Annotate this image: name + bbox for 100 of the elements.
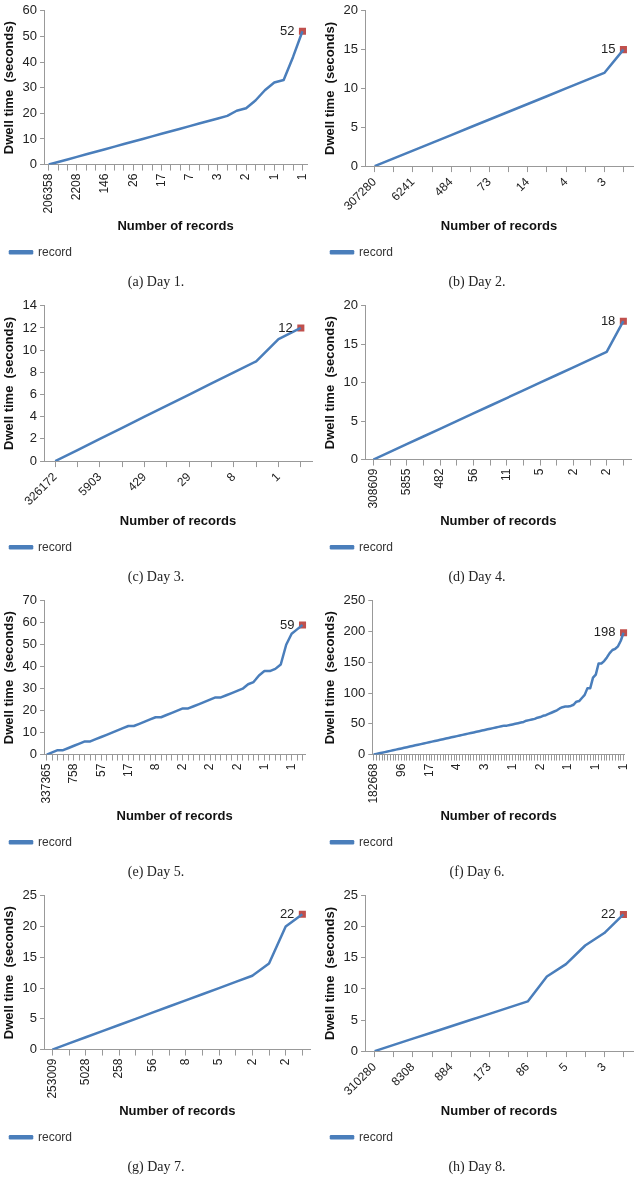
y-tick-label: 15 — [343, 41, 359, 57]
y-tick-label: 0 — [29, 452, 38, 468]
y-tick-label: 10 — [343, 80, 359, 96]
x-tick-label: 5028 — [78, 1058, 93, 1086]
y-tick-label: 10 — [22, 724, 38, 740]
legend-label: record — [359, 244, 394, 259]
x-tick-label: 258 — [111, 1058, 126, 1079]
text: (a) Day 1. — [127, 274, 185, 291]
data-label: 12 — [278, 319, 293, 335]
x-tick-label: 29 — [174, 469, 194, 490]
text: (h) Day 8. — [448, 1159, 506, 1176]
y-tick-label: 150 — [343, 653, 366, 669]
y-tick-label: 60 — [22, 2, 38, 18]
x-tick-label: 4 — [449, 763, 464, 771]
x-axis-title: Number of records — [117, 217, 234, 233]
y-tick-label: 15 — [343, 949, 359, 965]
y-tick-label: 10 — [22, 979, 38, 995]
y-axis-title: Dwell time (seconds) — [322, 21, 338, 155]
y-tick-label: 50 — [22, 636, 38, 652]
x-tick-label: 5 — [532, 468, 547, 476]
y-tick-label: 0 — [350, 1042, 359, 1058]
text: (e) Day 5. — [127, 864, 185, 881]
data-label: 22 — [279, 905, 295, 921]
x-tick-label: 2 — [565, 468, 580, 476]
x-tick-label: 484 — [431, 174, 456, 199]
y-tick-label: 50 — [22, 28, 38, 43]
legend-label: record — [38, 244, 73, 259]
data-label: 22 — [600, 906, 616, 922]
data-label: 18 — [600, 312, 616, 328]
y-tick-label: 0 — [350, 157, 359, 173]
y-tick-label: 20 — [343, 297, 359, 313]
x-tick-label: 2208 — [69, 173, 84, 201]
x-tick-label: 26 — [125, 173, 140, 187]
x-tick-label: 4 — [555, 174, 571, 190]
y-tick-label: 15 — [343, 335, 359, 351]
x-tick-label: 8 — [178, 1058, 193, 1066]
y-tick-label: 8 — [29, 363, 38, 379]
x-tick-label: 308609 — [365, 468, 380, 509]
x-tick-label: 3 — [594, 1059, 609, 1075]
legend-label: record — [38, 834, 73, 849]
legend-label: record — [359, 834, 394, 849]
text: (d) Day 4. — [448, 569, 506, 586]
x-axis-title: Number of records — [440, 1102, 558, 1118]
legend-label: record — [38, 1129, 73, 1144]
x-tick-label: 7 — [182, 173, 197, 181]
x-tick-label: 3 — [210, 173, 225, 181]
y-axis-title: Dwell time (seconds) — [1, 316, 17, 450]
y-tick-label: 200 — [343, 623, 366, 639]
y-tick-label: 4 — [29, 408, 38, 424]
x-axis-title: Number of records — [116, 807, 233, 823]
x-tick-label: 86 — [512, 1059, 533, 1080]
x-tick-label: 2 — [238, 173, 253, 181]
y-tick-label: 0 — [29, 156, 38, 172]
y-tick-label: 25 — [22, 887, 38, 903]
x-tick-label: 17 — [153, 173, 168, 187]
x-tick-label: 14 — [512, 174, 533, 195]
y-tick-label: 250 — [343, 592, 366, 608]
y-tick-label: 20 — [343, 2, 359, 18]
x-tick-label: 5855 — [399, 468, 414, 496]
x-tick-label: 1 — [256, 763, 271, 771]
x-tick-label: 182668 — [365, 763, 380, 804]
y-tick-label: 5 — [350, 1011, 359, 1027]
x-axis-title: Number of records — [440, 807, 557, 823]
y-tick-label: 5 — [29, 1010, 38, 1026]
y-tick-label: 40 — [22, 53, 38, 69]
x-tick-label: 11 — [499, 468, 514, 482]
x-tick-label: 1 — [615, 763, 630, 771]
x-tick-label: 57 — [93, 763, 108, 777]
x-tick-label: 56 — [144, 1058, 159, 1072]
y-tick-label: 10 — [22, 341, 38, 357]
legend-label: record — [359, 1129, 394, 1144]
y-axis-title: Dwell time (seconds) — [322, 316, 338, 450]
x-tick-label: 2 — [244, 1058, 259, 1066]
y-tick-label: 0 — [350, 451, 359, 467]
x-tick-label: 1 — [268, 469, 284, 485]
data-label: 198 — [593, 624, 616, 640]
y-tick-label: 5 — [350, 118, 359, 134]
x-tick-label: 482 — [432, 468, 447, 489]
y-tick-label: 30 — [22, 680, 38, 696]
x-tick-label: 1 — [283, 763, 298, 771]
x-tick-label: 73 — [474, 174, 495, 195]
y-tick-label: 0 — [29, 1041, 38, 1057]
x-axis-title: Number of records — [119, 1102, 236, 1118]
x-axis-title: Number of records — [440, 512, 557, 528]
x-axis-title: Number of records — [440, 217, 558, 233]
y-tick-label: 10 — [343, 374, 359, 390]
legend-label: record — [359, 539, 394, 554]
x-tick-label: 429 — [124, 469, 150, 494]
x-tick-label: 146 — [97, 173, 112, 194]
x-tick-label: 1 — [560, 763, 575, 771]
x-tick-label: 2 — [278, 1058, 292, 1066]
y-tick-label: 5 — [350, 412, 359, 428]
x-tick-label: 3 — [594, 174, 609, 190]
x-tick-label: 8 — [223, 469, 239, 485]
x-tick-label: 1 — [588, 763, 603, 771]
y-axis-title: Dwell time (seconds) — [322, 906, 338, 1040]
y-tick-label: 40 — [22, 658, 38, 674]
x-tick-label: 2 — [202, 763, 217, 771]
y-tick-label: 100 — [343, 684, 366, 700]
x-tick-label: 17 — [421, 763, 436, 777]
